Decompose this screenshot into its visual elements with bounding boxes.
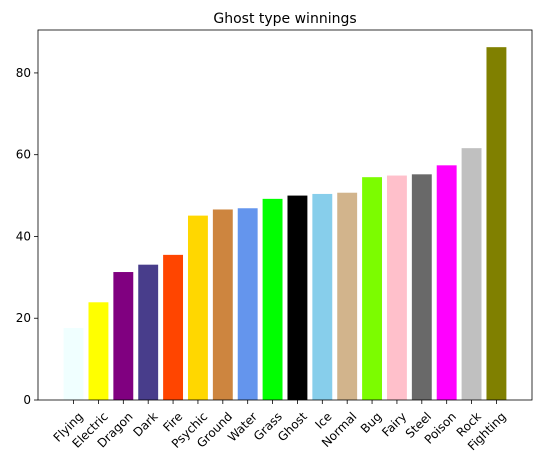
bar-fire xyxy=(163,254,184,400)
bar-fighting xyxy=(486,47,507,401)
bar-dragon xyxy=(113,272,134,400)
x-tick-label-fairy: Fairy xyxy=(379,409,409,439)
bar-flying xyxy=(63,328,84,400)
bar-bug xyxy=(362,177,383,400)
bar-rock xyxy=(461,148,482,400)
bar-ground xyxy=(212,209,233,400)
plot-frame xyxy=(37,29,533,401)
x-tick-label-dark: Dark xyxy=(130,409,160,439)
bar-water xyxy=(237,208,258,400)
bar-ice xyxy=(312,193,333,400)
y-tick-label: 80 xyxy=(16,66,31,80)
y-tick-label: 60 xyxy=(16,148,31,162)
bar-poison xyxy=(436,165,457,400)
bar-psychic xyxy=(187,215,208,400)
chart-title: Ghost type winnings xyxy=(213,11,356,27)
y-tick-label: 20 xyxy=(16,311,31,325)
bar-grass xyxy=(262,198,283,400)
y-tick-label: 0 xyxy=(23,393,31,407)
y-axis: 0 20 40 60 80 xyxy=(16,66,38,407)
bar-ghost xyxy=(287,195,308,400)
bar-dark xyxy=(138,264,159,400)
bar-electric xyxy=(88,302,109,400)
bar-normal xyxy=(337,192,358,400)
bar-fairy xyxy=(386,175,407,400)
bar-steel xyxy=(411,174,432,400)
bars-group xyxy=(63,47,507,401)
x-tick-label-ghost: Ghost xyxy=(275,409,310,444)
y-tick-label: 40 xyxy=(16,229,31,243)
